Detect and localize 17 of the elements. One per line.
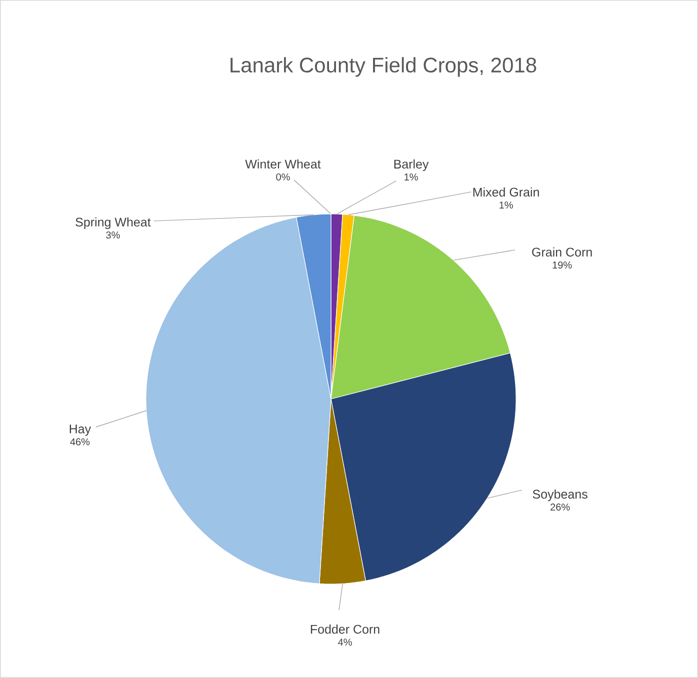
data-label: 1% xyxy=(404,173,418,181)
data-label: 1% xyxy=(500,202,513,209)
data-label: 19% xyxy=(552,261,572,269)
data-label: 3% xyxy=(106,231,120,239)
data-label: 26% xyxy=(550,504,570,511)
data-label: 4% xyxy=(338,638,352,646)
slice-label: Soybeans xyxy=(532,489,588,502)
slice-label: Hay xyxy=(70,424,92,436)
chart-title: Lanark County Field Crops, 2018 xyxy=(230,57,536,77)
text: 0% xyxy=(276,173,290,181)
category-label: Winter Wheat xyxy=(245,159,321,169)
slice-label: Mixed Grain xyxy=(473,187,539,197)
slice-label: Grain Corn xyxy=(532,247,592,257)
slice-label: Barley xyxy=(394,159,429,172)
slice-label: Fodder Corn xyxy=(310,624,380,634)
slice-label: Spring Wheat xyxy=(76,217,151,230)
data-label: 46% xyxy=(70,438,90,446)
